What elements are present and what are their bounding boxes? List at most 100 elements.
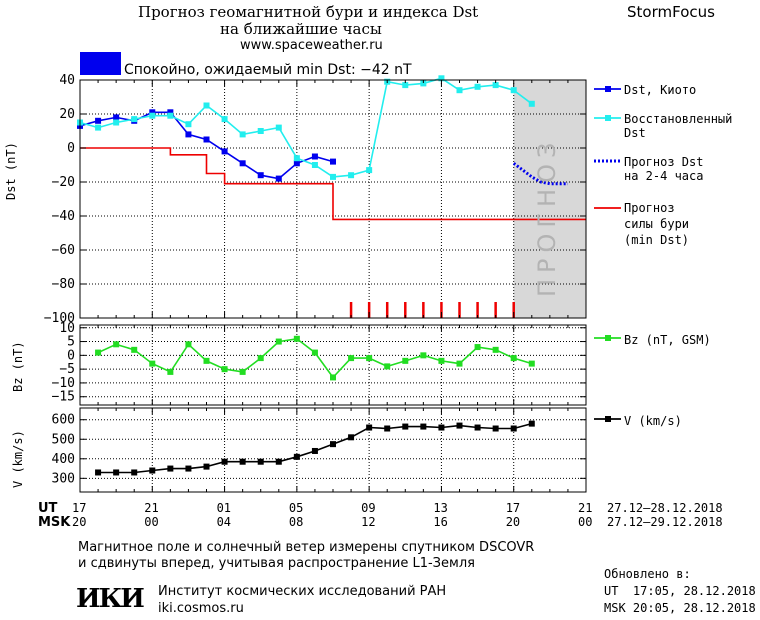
- y-tick-label: 40: [59, 73, 75, 88]
- data-point-v: [420, 423, 427, 430]
- msk-tick-label: 20: [505, 515, 521, 529]
- data-point-dst-restored: [149, 112, 156, 119]
- ut-tick-label: 13: [433, 501, 448, 515]
- data-point-dst-restored: [492, 82, 499, 89]
- data-point-v: [239, 458, 246, 465]
- forecast-label: ПРОГНОЗ: [533, 136, 561, 297]
- data-point-bz: [203, 357, 210, 364]
- data-point-dst-restored: [528, 100, 535, 107]
- data-point-v: [221, 458, 228, 465]
- data-point-v: [131, 469, 138, 476]
- data-point-dst-restored: [257, 128, 264, 134]
- legend-v: V (km/s): [624, 414, 682, 428]
- data-point-v: [492, 425, 499, 432]
- data-point-v: [366, 424, 373, 431]
- ut-tick-label: 17: [505, 501, 521, 515]
- data-point-v: [95, 469, 102, 476]
- institute-url[interactable]: iki.cosmos.ru: [158, 601, 244, 616]
- data-point-dst-restored: [456, 87, 463, 94]
- y-tick-label: 500: [52, 432, 75, 447]
- msk-tick-label: 20: [72, 515, 87, 529]
- institute-name: Институт космических исследований РАН: [158, 584, 447, 599]
- data-point-dst-kyoto: [275, 175, 282, 182]
- data-point-dst-kyoto: [311, 153, 318, 160]
- msk-tick-label: 00: [144, 515, 159, 529]
- ut-tick-label: 17: [72, 501, 87, 515]
- data-point-dst-restored: [185, 121, 192, 128]
- data-point-dst-restored: [420, 80, 427, 87]
- data-point-dst-kyoto: [167, 109, 174, 116]
- data-point-bz: [366, 355, 373, 362]
- data-point-bz: [330, 374, 336, 381]
- y-tick-label: 5: [67, 335, 75, 350]
- legend-storm-2: силы бури: [624, 217, 690, 231]
- legend-mark-v-square: [605, 416, 611, 422]
- legend-storm-3: (min Dst): [624, 233, 690, 247]
- data-point-dst-restored: [348, 172, 355, 179]
- data-point-dst-kyoto: [330, 158, 336, 165]
- data-point-bz: [402, 357, 409, 364]
- data-point-bz: [257, 355, 264, 362]
- data-point-dst-restored: [221, 116, 228, 123]
- site-url[interactable]: www.spaceweather.ru: [240, 38, 383, 53]
- data-point-v: [203, 463, 210, 470]
- msk-tick-label: 04: [216, 515, 232, 529]
- data-point-dst-kyoto: [149, 109, 156, 116]
- data-point-v: [402, 423, 409, 430]
- data-point-bz: [528, 360, 535, 367]
- updated-msk: MSK 20:05, 28.12.2018: [604, 601, 756, 615]
- legend-forecast-1: Прогноз Dst: [624, 155, 704, 169]
- legend-restored-1: Восстановленный: [624, 112, 733, 126]
- data-point-bz: [456, 360, 463, 367]
- data-point-bz: [348, 355, 355, 362]
- data-point-bz: [167, 368, 174, 375]
- data-point-bz: [221, 366, 228, 373]
- status-color-box: [80, 52, 121, 75]
- data-point-dst-restored: [438, 75, 445, 82]
- data-point-v: [275, 458, 282, 465]
- series-line-storm-forecast: [80, 147, 586, 221]
- data-point-v: [384, 425, 391, 432]
- data-point-v: [456, 422, 463, 429]
- data-point-dst-kyoto: [113, 114, 120, 121]
- legend-storm-1: Прогноз: [624, 201, 675, 215]
- chart-title: Прогноз геомагнитной бури и индекса Dst: [138, 3, 479, 21]
- data-point-dst-kyoto: [293, 160, 300, 167]
- dst-y-label: Dst (nT): [4, 142, 18, 200]
- data-point-bz: [384, 363, 391, 370]
- updated-label: Обновлено в:: [604, 567, 691, 581]
- y-tick-label: −10: [52, 376, 75, 391]
- data-point-bz: [275, 338, 282, 345]
- data-point-dst-restored: [474, 83, 481, 90]
- legend-restored-2: Dst: [624, 126, 646, 140]
- panel-frame-1: [79, 79, 587, 319]
- y-tick-label: −5: [59, 362, 75, 377]
- legend-bz: Bz (nT, GSM): [624, 333, 711, 347]
- footer-line2: и сдвинуты вперед, учитывая распростране…: [78, 556, 475, 571]
- updated-ut: UT 17:05, 28.12.2018: [604, 584, 756, 598]
- data-point-dst-kyoto: [185, 131, 192, 138]
- y-tick-label: 20: [59, 107, 75, 122]
- data-point-v: [510, 425, 517, 432]
- data-point-v: [167, 465, 174, 472]
- iki-logo[interactable]: ИКИ: [76, 584, 145, 614]
- status-text: Спокойно, ожидаемый min Dst: −42 nT: [124, 62, 412, 78]
- data-point-bz: [510, 355, 517, 362]
- y-tick-label: 0: [67, 141, 75, 156]
- data-point-dst-restored: [311, 162, 318, 168]
- y-tick-label: 400: [52, 452, 75, 467]
- y-tick-label: −100: [44, 311, 75, 326]
- msk-date-range: 27.12–29.12.2018: [607, 515, 723, 529]
- data-point-dst-restored: [330, 173, 336, 180]
- data-point-v: [348, 434, 355, 441]
- data-point-bz: [438, 357, 445, 364]
- y-tick-label: 10: [59, 321, 75, 336]
- data-point-dst-kyoto: [257, 172, 264, 179]
- series-line-dst-restored: [79, 77, 533, 178]
- data-point-v: [474, 424, 481, 431]
- data-point-dst-kyoto: [221, 148, 228, 155]
- data-point-v: [330, 441, 336, 448]
- data-point-dst-kyoto: [203, 136, 210, 143]
- data-point-dst-restored: [293, 155, 300, 162]
